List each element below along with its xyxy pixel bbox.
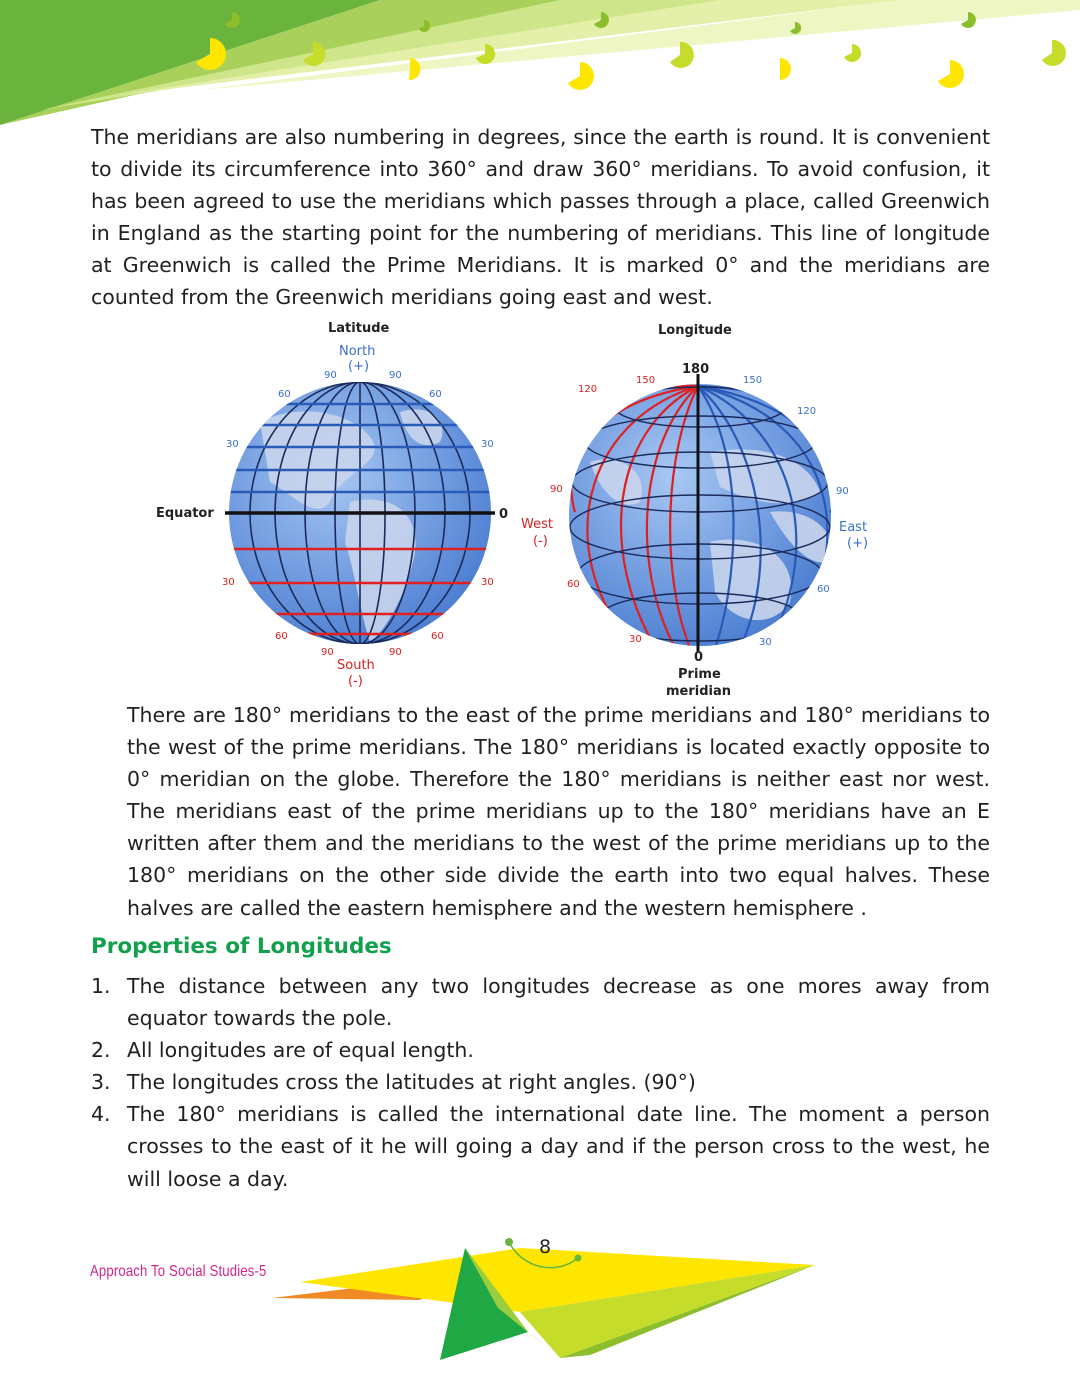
list-number: 1. (91, 974, 111, 998)
lat-tick: 60 (431, 631, 444, 642)
latitude-title: Latitude (328, 321, 390, 336)
lat-tick: 30 (481, 439, 494, 450)
list-number: 4. (91, 1102, 111, 1127)
lat-tick: 60 (429, 389, 442, 400)
footer-decoration (272, 1238, 815, 1360)
lon-tick: 60 (817, 584, 830, 595)
prime-value: 0 (694, 650, 703, 665)
lon-tick: 120 (578, 384, 597, 395)
list-item: 2. All longitudes are of equal length. (91, 1034, 990, 1066)
longitude-title: Longitude (658, 323, 732, 338)
lat-tick: 60 (275, 631, 288, 642)
equator-label: Equator (156, 506, 214, 521)
list-text: The longitudes cross the latitudes at ri… (127, 1070, 696, 1095)
section-heading: Properties of Longitudes (91, 934, 392, 959)
lon-tick: 30 (629, 634, 642, 645)
list-number: 2. (91, 1038, 111, 1063)
lon-tick: 150 (743, 375, 762, 386)
page-number: 8 (538, 1236, 552, 1258)
east-sign: (+) (847, 536, 868, 551)
header-decoration (0, 0, 1080, 125)
lat-tick: 90 (321, 647, 334, 658)
lat-tick: 90 (389, 647, 402, 658)
lon-tick: 30 (759, 637, 772, 648)
intro-paragraph: The meridians are also numbering in degr… (91, 125, 990, 310)
lat-tick: 30 (481, 577, 494, 588)
north-sign: (+) (348, 359, 369, 374)
lat-tick: 30 (226, 439, 239, 450)
west-label: West (521, 517, 553, 532)
lat-tick: 90 (389, 370, 402, 381)
lon-tick: 150 (636, 375, 655, 386)
properties-list: 1. The distance between any two longitud… (91, 970, 990, 1195)
book-title: Approach To Social Studies-5 (90, 1263, 267, 1280)
prime-label: meridian (666, 684, 731, 698)
lat-tick: 60 (278, 389, 291, 400)
south-label: South (337, 658, 375, 673)
lon-tick: 60 (567, 579, 580, 590)
longitude-globe: Longitude 180 0 Prime meridian West (-) … (521, 323, 868, 698)
list-item: 3. The longitudes cross the latitudes at… (91, 1066, 990, 1098)
lat-tick: 30 (222, 577, 235, 588)
lon-tick: 90 (550, 484, 563, 495)
list-text: The 180° meridians is called the interna… (127, 1102, 990, 1191)
list-item: 4. The 180° meridians is called the inte… (91, 1098, 990, 1194)
list-text: The distance between any two longitudes … (127, 974, 990, 1031)
north-label: North (339, 344, 375, 359)
south-sign: (-) (348, 674, 363, 689)
latitude-longitude-figure: Latitude Equator 0 North (+) South (-) 9… (156, 321, 868, 698)
list-item: 1. The distance between any two longitud… (91, 970, 990, 1034)
east-label: East (839, 520, 867, 535)
list-number: 3. (91, 1070, 111, 1095)
latitude-globe: Latitude Equator 0 North (+) South (-) 9… (156, 321, 508, 689)
longitude-180: 180 (682, 362, 709, 377)
equator-value: 0 (499, 507, 508, 522)
west-sign: (-) (533, 534, 548, 549)
meridians-paragraph: There are 180° meridians to the east of … (127, 703, 990, 920)
lat-tick: 90 (324, 370, 337, 381)
list-text: All longitudes are of equal length. (127, 1038, 474, 1063)
lon-tick: 120 (797, 406, 816, 417)
prime-label: Prime (678, 667, 721, 682)
lon-tick: 90 (836, 486, 849, 497)
